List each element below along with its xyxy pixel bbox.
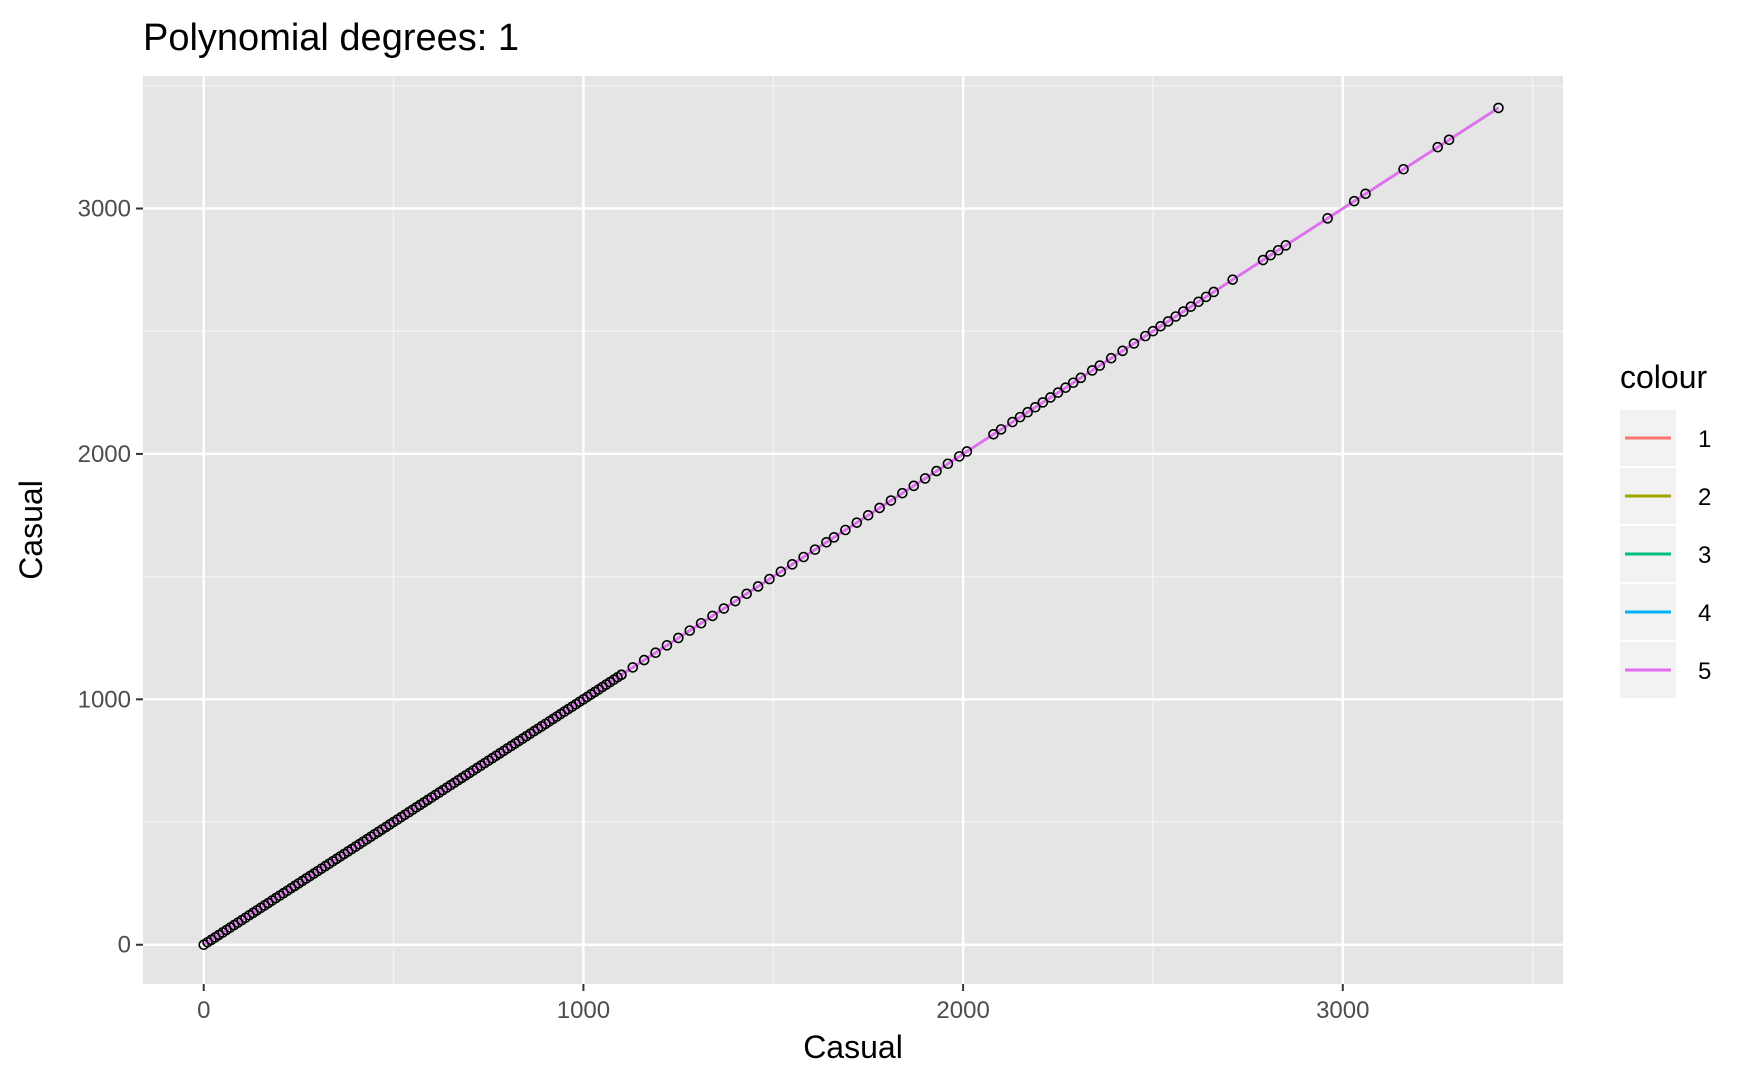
data-point [1052,387,1064,398]
data-point [741,588,752,600]
x-tick-label: 3000 [1316,997,1369,1024]
data-point [1067,377,1079,389]
data-point [775,566,787,578]
data-point [627,662,639,673]
data-point [1178,306,1189,317]
data-point [616,669,627,681]
data-point [851,517,863,528]
data-point [828,532,840,543]
y-tick-label: 2000 [78,441,131,468]
data-point [1208,286,1219,298]
data-point [1322,213,1333,224]
data-point [1200,291,1212,303]
data-point [707,610,718,622]
data-point [1094,360,1106,371]
data-point [1193,296,1204,308]
data-point [1128,338,1140,349]
data-point [718,603,730,614]
data-point [1140,330,1151,342]
y-axis-ticks: 0 1000 2000 3000 [78,196,143,959]
data-point [1257,254,1269,266]
minor-gridlines [143,76,1563,984]
data-point [661,640,673,651]
data-point [988,428,999,440]
data-point [931,465,942,477]
x-tick-label: 0 [197,997,210,1024]
y-tick-label: 3000 [78,196,131,223]
legend-title: colour [1620,359,1708,395]
data-point [752,581,764,592]
legend: colour 1 2 3 4 5 [1620,359,1711,698]
data-point [1029,401,1041,413]
data-points [198,102,1504,951]
data-point [786,559,798,570]
data-point [954,451,965,462]
data-point [1360,188,1371,200]
data-point [919,473,931,484]
data-point [942,458,954,470]
data-point [1493,102,1504,114]
legend-label-3: 3 [1698,542,1711,569]
data-point [1162,316,1174,327]
data-point [1007,416,1018,428]
legend-label-2: 2 [1698,484,1711,511]
data-point [1037,397,1049,408]
legend-label-1: 1 [1698,426,1711,453]
data-point [638,654,650,666]
data-point [798,551,809,563]
data-point [961,446,973,457]
data-point [1105,352,1117,364]
legend-label-4: 4 [1698,600,1711,627]
data-point [885,495,897,506]
y-axis-title: Casual [13,480,49,580]
data-point [908,480,920,492]
data-point [1022,406,1033,418]
data-point [1185,301,1197,312]
data-point [809,544,821,555]
data-point [897,487,908,499]
data-point [1398,163,1409,175]
major-gridlines [143,76,1563,984]
data-point [1227,274,1238,285]
data-point [729,595,741,607]
data-point [995,424,1007,435]
x-tick-label: 1000 [557,997,610,1024]
data-point [1075,372,1087,384]
x-axis-ticks: 0 1000 2000 3000 [197,984,1369,1024]
data-point [1086,365,1098,376]
data-point [862,509,874,521]
data-point [764,573,775,585]
data-point [1060,382,1071,393]
data-point [1348,195,1360,207]
data-point [821,536,832,548]
data-point [1155,321,1166,332]
data-point [684,625,696,636]
data-point [1014,411,1026,423]
data-point [1265,249,1276,261]
data-point [673,632,684,644]
data-point [1432,141,1444,153]
chart-title: Polynomial degrees: 1 [143,17,519,59]
data-point [874,502,885,514]
x-axis-title: Casual [803,1029,903,1065]
y-tick-label: 0 [118,932,131,959]
data-point [1170,311,1182,322]
data-point [1045,392,1056,403]
data-point [1117,345,1128,357]
data-point [1443,134,1455,146]
x-tick-label: 2000 [936,997,989,1024]
data-point [1280,240,1292,251]
legend-label-5: 5 [1698,658,1711,685]
y-tick-label: 1000 [78,686,131,713]
data-point [840,524,851,536]
data-point [1272,244,1284,256]
data-point [650,647,661,659]
data-point [1147,325,1159,337]
data-point [695,617,707,629]
